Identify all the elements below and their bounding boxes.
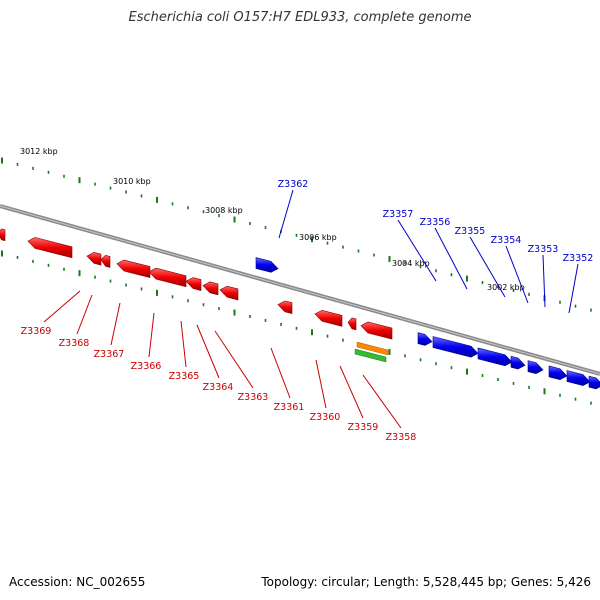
reverse-gene-arrow [277, 300, 293, 315]
gene-features [0, 228, 600, 390]
leader-line [315, 359, 327, 409]
leader-line [469, 236, 506, 298]
scale-ticks [1, 157, 592, 405]
leader-line [339, 365, 364, 419]
scale-label: 3008 kbp [205, 206, 243, 215]
forward-gene-arrow [566, 370, 591, 386]
leader-line [434, 227, 468, 290]
leader-line [43, 290, 81, 323]
feature-green [354, 348, 387, 363]
leader-line [148, 312, 155, 358]
scale-label: 3006 kbp [299, 233, 337, 242]
reverse-gene-label: Z3358 [386, 432, 417, 443]
genome-summary-text: Topology: circular; Length: 5,528,445 bp… [261, 575, 591, 589]
reverse-gene-label: Z3368 [59, 338, 90, 349]
reverse-gene-arrow [0, 228, 6, 242]
leader-line [110, 302, 121, 346]
reverse-gene-label: Z3366 [131, 361, 162, 372]
leader-line [505, 245, 529, 304]
scale-label: 3004 kbp [392, 259, 430, 268]
reverse-gene-label: Z3367 [94, 349, 125, 360]
reverse-gene-arrow [314, 309, 343, 327]
leader-line [76, 294, 93, 335]
other-features [354, 341, 389, 363]
forward-gene-label: Z3352 [563, 253, 594, 264]
scale-label: 3002 kbp [487, 283, 525, 292]
reverse-gene-label: Z3361 [274, 402, 305, 413]
scale-labels: 3012 kbp 3010 kbp 3008 kbp 3006 kbp 3004 kbp… [20, 147, 525, 292]
scale-label: 3010 kbp [113, 177, 151, 186]
forward-gene-label: Z3357 [383, 209, 414, 220]
backbone-highlight [0, 205, 600, 375]
accession-text: Accession: NC_002655 [9, 575, 146, 589]
leader-line [278, 189, 294, 239]
reverse-gene-label: Z3364 [203, 382, 234, 393]
forward-gene-arrow [417, 332, 433, 346]
reverse-gene-label: Z3369 [21, 326, 52, 337]
leader-line [362, 374, 402, 429]
forward-gene-arrow [527, 360, 544, 374]
forward-gene-arrow [477, 347, 513, 367]
forward-gene-label: Z3362 [278, 179, 309, 190]
leader-line [214, 330, 254, 389]
reverse-gene-arrow [148, 267, 187, 288]
reverse-gene-arrow [116, 259, 151, 278]
leader-line [196, 324, 220, 379]
forward-gene-label: Z3353 [528, 244, 559, 255]
leader-line [542, 254, 546, 308]
forward-gene-arrow [432, 336, 479, 358]
feature-orange [356, 341, 389, 356]
leader-line [180, 320, 187, 368]
reverse-gene-arrow [27, 237, 73, 259]
reverse-gene-arrow [86, 252, 102, 266]
reverse-gene-arrow [360, 321, 393, 340]
gene-labels: Z3362 Z3357 Z3356 Z3355 Z3354 Z3353 Z3352 Z3369… [21, 179, 594, 443]
reverse-gene-arrow [347, 317, 357, 331]
genome-backbone [0, 204, 600, 376]
reverse-gene-arrow [219, 285, 239, 301]
leader-line [397, 219, 437, 282]
forward-gene-label: Z3354 [491, 235, 522, 246]
reverse-gene-arrow [202, 281, 219, 296]
reverse-gene-label: Z3365 [169, 371, 200, 382]
leader-line [568, 263, 579, 314]
reverse-gene-label: Z3363 [238, 392, 269, 403]
scale-label: 3012 kbp [20, 147, 58, 156]
reverse-gene-label: Z3359 [348, 422, 379, 433]
forward-gene-arrow [588, 375, 600, 390]
reverse-gene-label: Z3360 [310, 412, 341, 423]
forward-gene-label: Z3356 [420, 217, 451, 228]
forward-gene-arrow [255, 257, 279, 273]
reverse-gene-arrow [100, 254, 111, 268]
forward-gene-label: Z3355 [455, 226, 486, 237]
forward-gene-arrow [548, 365, 568, 381]
leader-line [270, 347, 291, 399]
map-title: Escherichia coli O157:H7 EDL933, complet… [128, 10, 472, 25]
reverse-gene-arrow [185, 277, 202, 291]
forward-gene-arrow [510, 355, 526, 370]
